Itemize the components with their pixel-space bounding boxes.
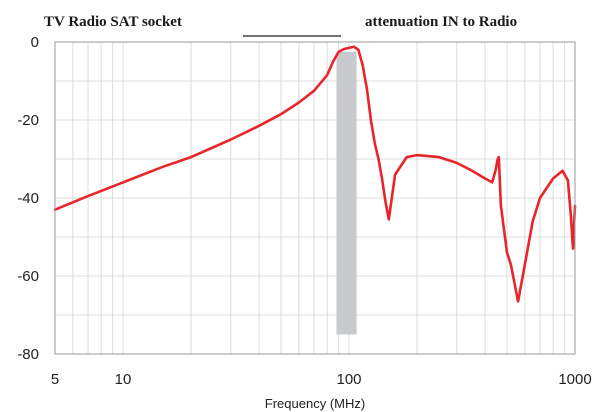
y-tick-label: -60 [17, 268, 39, 285]
x-axis: 5 10 100 1000 [51, 371, 592, 388]
y-axis: 0 -20 -40 -60 -80 [17, 34, 39, 363]
series-layer [53, 45, 577, 303]
x-axis-label: Frequency (MHz) [265, 396, 365, 411]
x-tick-label: 5 [51, 371, 59, 388]
chart-title-right: attenuation IN to Radio [365, 14, 517, 30]
y-tick-label: 0 [31, 34, 39, 51]
grid [55, 42, 575, 354]
y-tick-label: -20 [17, 112, 39, 129]
y-tick-label: -80 [17, 346, 39, 363]
fm-band-rect [336, 51, 357, 335]
x-tick-label: 100 [336, 371, 361, 388]
x-tick-label: 1000 [558, 371, 591, 388]
attenuation-series-line [53, 45, 577, 303]
y-tick-label: -40 [17, 190, 39, 207]
plot-border [54, 41, 576, 355]
chart-title-left: TV Radio SAT socket [44, 14, 182, 30]
x-tick-label: 10 [115, 371, 132, 388]
frequency-band-layer [336, 51, 357, 335]
plot-frame [54, 41, 576, 355]
